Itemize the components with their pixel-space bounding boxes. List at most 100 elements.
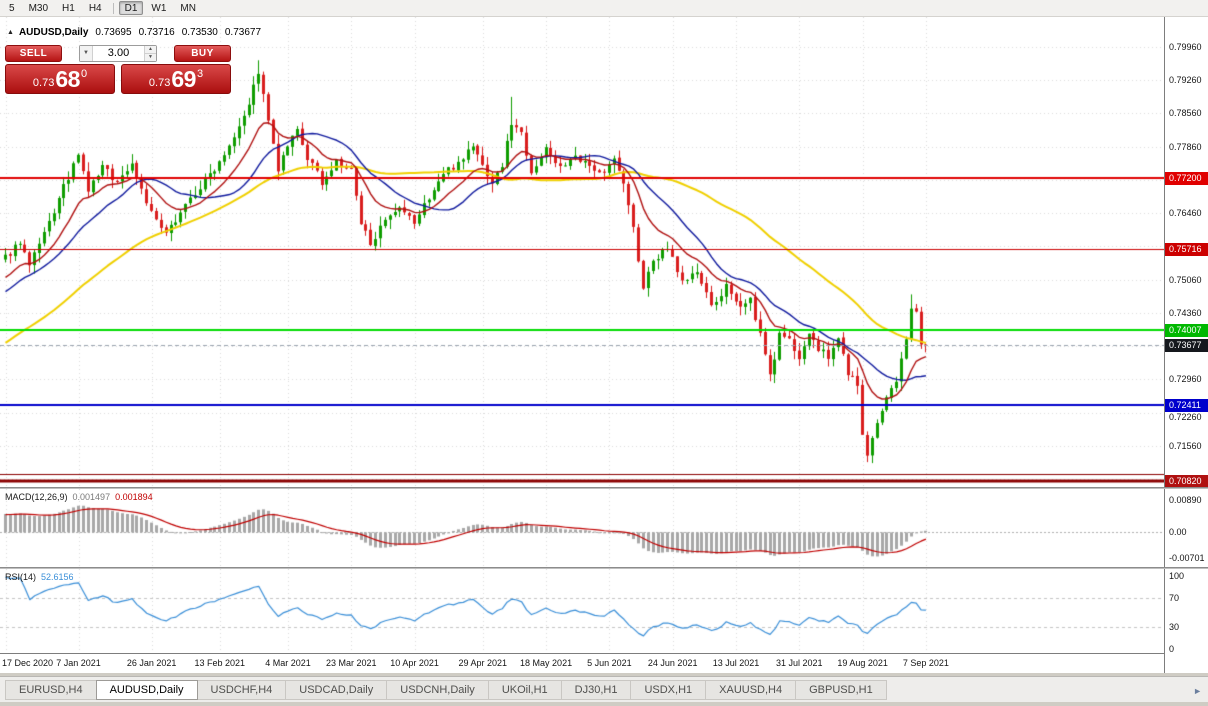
- price-grid-label: 0.71560: [1169, 441, 1202, 451]
- macd-axis-label: 0.00: [1169, 527, 1187, 537]
- date-axis-label: 13 Feb 2021: [194, 658, 246, 668]
- chart-tab-ukoil-h1[interactable]: UKOil,H1: [487, 679, 562, 700]
- date-axis-label: 4 Mar 2021: [265, 658, 311, 668]
- chart-tab-audusd-daily[interactable]: AUDUSD,Daily: [95, 679, 198, 700]
- chart-tab-usdchf-h4[interactable]: USDCHF,H4: [196, 679, 287, 700]
- rsi-axis-label: 0: [1169, 644, 1175, 654]
- volume-decrease-button[interactable]: ▼: [145, 53, 156, 61]
- price-level-badge: 0.74007: [1165, 324, 1208, 337]
- chart-tab-eurusd-h4[interactable]: EURUSD,H4: [5, 679, 97, 700]
- date-axis-label: 23 Mar 2021: [325, 658, 377, 668]
- price-grid-label: 0.74360: [1169, 308, 1202, 318]
- chart-symbol-label: AUDUSD,Daily: [18, 27, 89, 38]
- macd-main-value: 0.001497: [72, 492, 111, 502]
- price-grid-label: 0.72960: [1169, 374, 1202, 384]
- ohlc-open-value: 0.73695: [95, 27, 132, 38]
- macd-label: MACD(12,26,9) 0.001497 0.001894: [5, 492, 153, 502]
- rsi-label: RSI(14) 52.6156: [5, 572, 74, 582]
- date-axis-label: 5 Jun 2021: [587, 658, 632, 668]
- volume-dropdown-icon[interactable]: ▼: [80, 45, 93, 61]
- price-grid-label: 0.79960: [1169, 42, 1202, 52]
- timeframe-button-5[interactable]: 5: [9, 2, 15, 14]
- date-axis-label: 10 Apr 2021: [390, 658, 439, 668]
- price-grid-label: 0.78560: [1169, 108, 1202, 118]
- timeframe-button-d1[interactable]: D1: [118, 1, 144, 15]
- date-axis-label: 31 Jul 2021: [776, 658, 823, 668]
- main-price-chart[interactable]: [0, 17, 1164, 487]
- date-axis-label: 7 Jan 2021: [56, 658, 101, 668]
- pane-resize-handle-macd[interactable]: [0, 487, 1208, 489]
- chart-tabbar: EURUSD,H4 AUDUSD,Daily USDCHF,H4 USDCAD,Dai…: [0, 676, 1208, 702]
- macd-axis-label: 0.00890: [1169, 495, 1202, 505]
- tabs-strip: EURUSD,H4 AUDUSD,Daily USDCHF,H4 USDCAD,Dai…: [5, 679, 887, 700]
- chart-tab-usdcnh-daily[interactable]: USDCNH,Daily: [386, 679, 489, 700]
- one-click-collapse-icon[interactable]: ▲: [7, 29, 14, 36]
- sell-price-sup: 0: [80, 68, 88, 80]
- date-axis-label: 24 Jun 2021: [647, 658, 698, 668]
- sell-button[interactable]: SELL: [5, 44, 62, 62]
- date-axis-label: 18 May 2021: [520, 658, 573, 668]
- buy-price-big: 69: [171, 65, 196, 92]
- ohlc-close-value: 0.73677: [224, 27, 262, 38]
- price-level-badge: 0.72411: [1165, 399, 1208, 412]
- chart-tab-xauusd-h4[interactable]: XAUUSD,H4: [705, 679, 797, 700]
- price-grid-label: 0.75060: [1169, 275, 1202, 285]
- buy-price-sup: 3: [196, 68, 204, 80]
- price-level-badge: 0.70820: [1165, 475, 1208, 488]
- chart-tab-usdcad-daily[interactable]: USDCAD,Daily: [285, 679, 388, 700]
- ohlc-low-value: 0.73530: [181, 27, 218, 38]
- date-axis-label: 26 Jan 2021: [126, 658, 177, 668]
- date-axis-label: 13 Jul 2021: [712, 658, 760, 668]
- rsi-axis-label: 30: [1169, 622, 1180, 632]
- tab-overflow-icon[interactable]: ►: [1193, 686, 1202, 696]
- price-grid-label: 0.72260: [1169, 412, 1202, 422]
- sell-price-big: 68: [55, 65, 80, 92]
- volume-spinner: ▲ ▼: [144, 45, 156, 61]
- chart-tab-dj30-h1[interactable]: DJ30,H1: [560, 679, 632, 700]
- date-axis-label: 29 Apr 2021: [458, 658, 508, 668]
- price-grid-label: 0.77860: [1169, 142, 1202, 152]
- toolbar-divider: [112, 2, 114, 14]
- chart-tab-usdx-h1[interactable]: USDX,H1: [630, 679, 707, 700]
- rsi-axis-label: 100: [1169, 571, 1185, 581]
- volume-control: ▼ 3.00 ▲ ▼: [79, 44, 157, 62]
- rsi-indicator-name: RSI(14): [5, 572, 37, 582]
- macd-axis-label: -0.00701: [1169, 553, 1205, 563]
- date-axis-label: 7 Sep 2021: [902, 658, 949, 668]
- macd-indicator-name: MACD(12,26,9): [5, 492, 68, 502]
- date-axis-label: 19 Aug 2021: [837, 658, 888, 668]
- macd-indicator-pane[interactable]: [0, 489, 1164, 567]
- sell-price-prefix: 0.73: [32, 77, 55, 89]
- chart-area: 0.79960 0.79260 0.78560 0.77860 0.76460 0.750…: [0, 17, 1208, 673]
- pane-resize-handle-rsi[interactable]: [0, 567, 1208, 569]
- buy-button[interactable]: BUY: [174, 44, 231, 62]
- timeframe-button-mn[interactable]: MN: [180, 2, 196, 14]
- buy-price-prefix: 0.73: [148, 77, 171, 89]
- timeframe-button-h4[interactable]: H4: [88, 2, 102, 14]
- price-grid-label: 0.76460: [1169, 208, 1202, 218]
- price-grid-label: 0.79260: [1169, 75, 1202, 85]
- date-axis[interactable]: 17 Dec 2020 7 Jan 2021 26 Jan 2021 13 Feb 2…: [0, 653, 1164, 673]
- timeframe-button-w1[interactable]: W1: [151, 2, 167, 14]
- volume-increase-button[interactable]: ▲: [145, 45, 156, 54]
- date-axis-label: 17 Dec 2020: [2, 658, 54, 668]
- one-click-trading-panel: SELL ▼ 3.00 ▲ ▼ BUY 0.73 68 0: [5, 44, 231, 94]
- price-axis[interactable]: 0.79960 0.79260 0.78560 0.77860 0.76460 0.750…: [1164, 17, 1208, 673]
- price-level-badge: 0.75716: [1165, 243, 1208, 256]
- rsi-value: 52.6156: [41, 572, 74, 582]
- ohlc-high-value: 0.73716: [138, 27, 175, 38]
- timeframe-toolbar: 5 M30 H1 H4 D1 W1 MN: [0, 0, 1208, 17]
- chart-title: ▲ AUDUSD,Daily 0.73695 0.73716 0.73530 0…: [7, 27, 261, 38]
- rsi-indicator-pane[interactable]: [0, 569, 1164, 653]
- price-level-badge: 0.77200: [1165, 172, 1208, 185]
- timeframe-button-m30[interactable]: M30: [28, 2, 49, 14]
- macd-signal-value: 0.001894: [115, 492, 153, 502]
- chart-tab-gbpusd-h1[interactable]: GBPUSD,H1: [795, 679, 887, 700]
- current-price-badge: 0.73677: [1165, 339, 1208, 352]
- buy-price-display[interactable]: 0.73 69 3: [121, 64, 231, 94]
- volume-input[interactable]: 3.00: [107, 47, 130, 59]
- rsi-axis-label: 70: [1169, 593, 1180, 603]
- timeframe-button-h1[interactable]: H1: [62, 2, 75, 14]
- sell-price-display[interactable]: 0.73 68 0: [5, 64, 115, 94]
